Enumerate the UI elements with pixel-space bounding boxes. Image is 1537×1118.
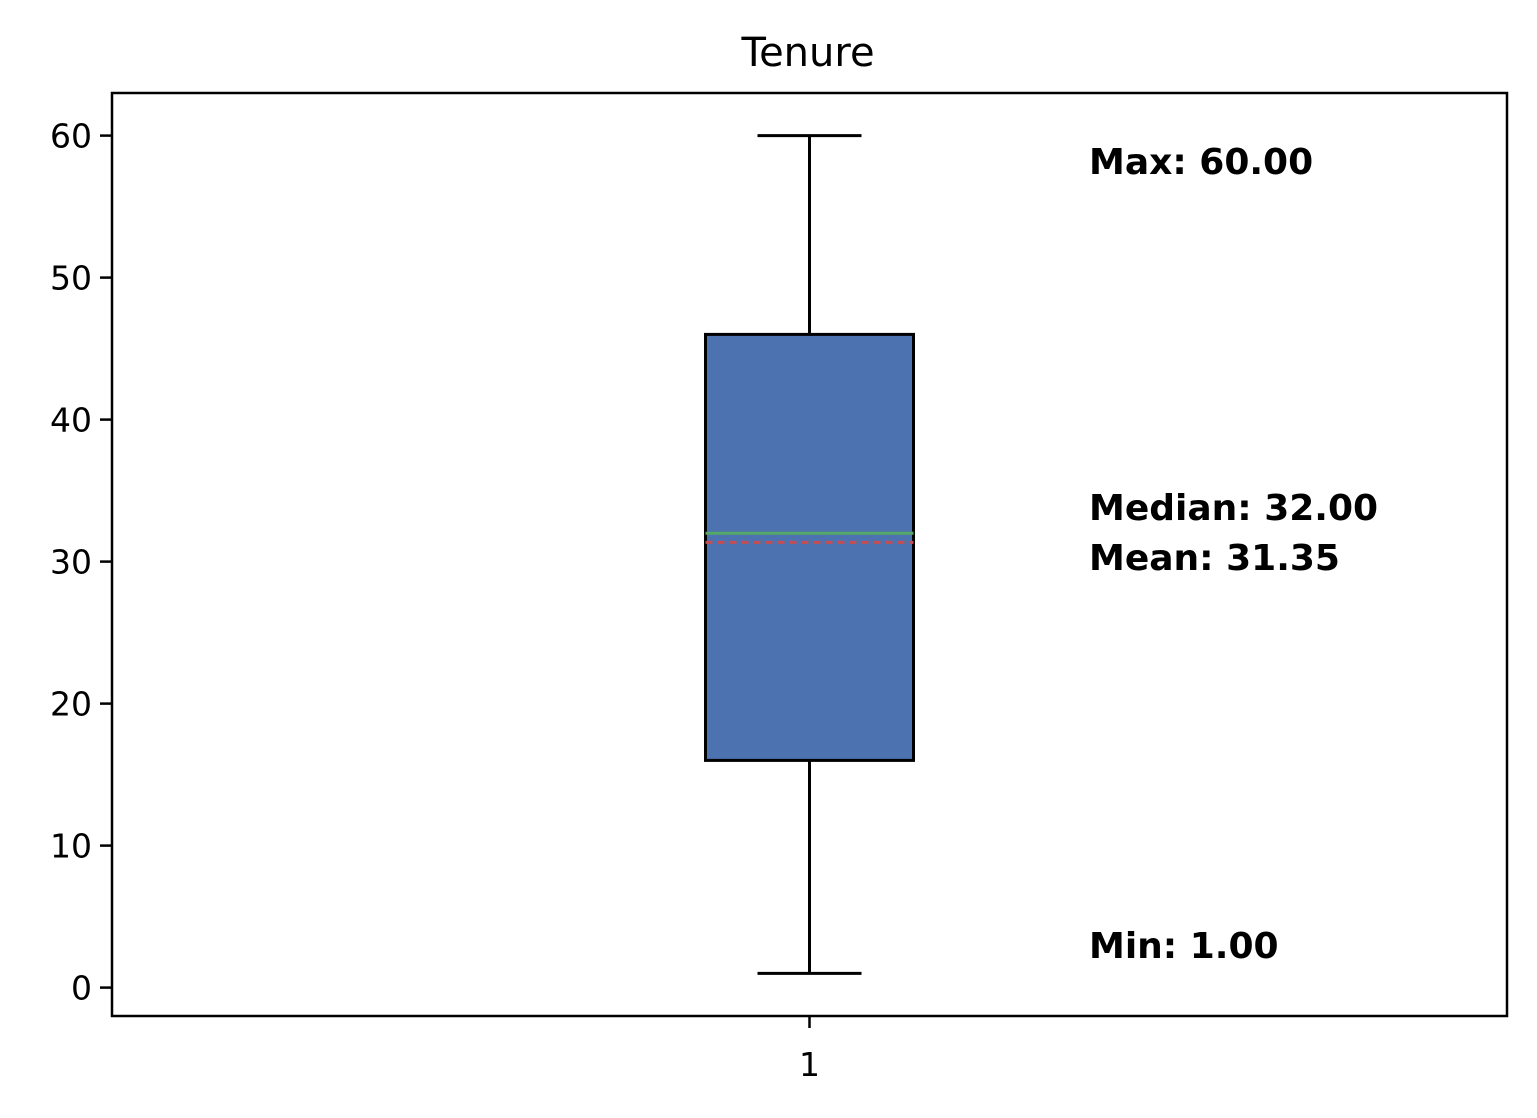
y-tick-label: 30	[50, 543, 92, 582]
iqr-box	[704, 332, 915, 762]
median-annotation: Median: 32.00	[1089, 488, 1378, 529]
x-axis: 1	[799, 1016, 820, 1084]
chart-title: Tenure	[740, 30, 874, 76]
box-plot	[704, 134, 915, 975]
y-tick-label: 60	[50, 117, 92, 156]
y-tick-label: 10	[50, 827, 92, 866]
y-axis: 0 10 20 30 40 50 60	[50, 117, 112, 1008]
mean-annotation: Mean: 31.35	[1089, 538, 1340, 579]
y-tick-label: 40	[50, 401, 92, 440]
y-tick-label: 50	[50, 259, 92, 298]
y-tick-label: 0	[71, 969, 92, 1008]
min-annotation: Min: 1.00	[1089, 926, 1279, 967]
max-annotation: Max: 60.00	[1089, 142, 1313, 183]
y-tick-label: 20	[50, 685, 92, 724]
x-tick-label: 1	[799, 1045, 820, 1084]
